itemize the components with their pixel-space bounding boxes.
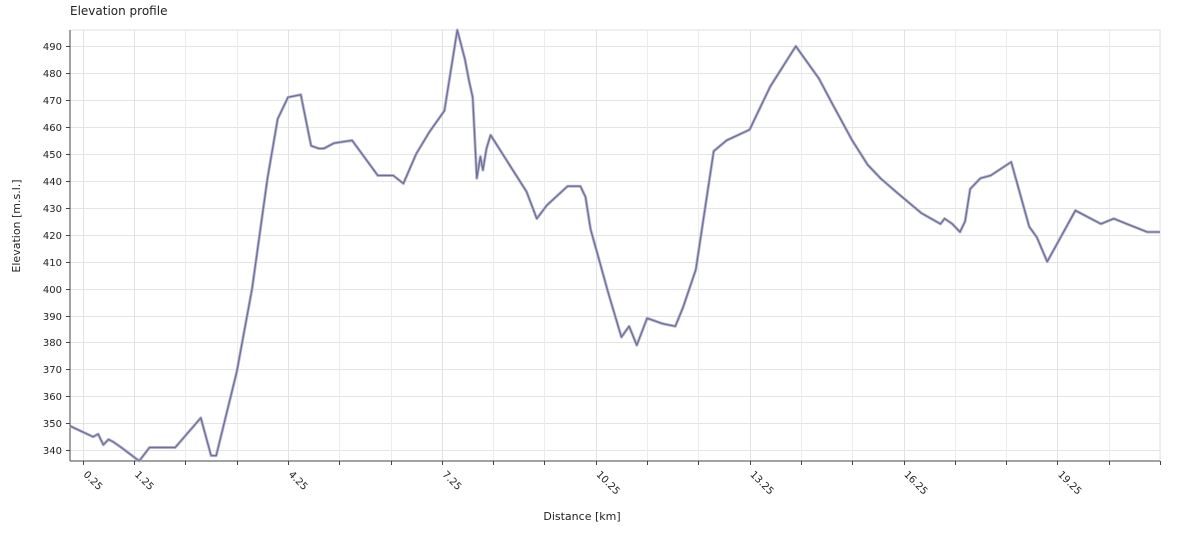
- y-axis-title: Elevation [m.s.l.]: [10, 179, 23, 272]
- y-tick-label: 420: [43, 231, 62, 242]
- series-line: [69, 29, 1160, 462]
- y-tick-label: 430: [43, 204, 62, 215]
- series-layer: [69, 28, 1160, 463]
- x-tick-labels: 0.25 1.25 4.25 7.25 10.25 13.25 16.25 19.25: [81, 469, 1084, 497]
- x-tick-label: 4.25: [286, 469, 310, 493]
- x-tick-label: 13.25: [748, 469, 776, 497]
- x-tick-label: 1.25: [132, 469, 156, 493]
- x-tick-label: 19.25: [1055, 469, 1083, 497]
- y-tick-label: 400: [43, 285, 62, 296]
- y-tick-label: 440: [43, 177, 62, 188]
- y-tick-label: 450: [43, 150, 62, 161]
- y-tick-label: 340: [43, 446, 62, 457]
- x-axis-title: Distance [km]: [543, 510, 620, 523]
- chart-title: Elevation profile: [70, 4, 167, 18]
- y-tick-label: 490: [43, 42, 62, 53]
- y-tick-label: 470: [43, 96, 62, 107]
- y-tick-label: 380: [43, 338, 62, 349]
- y-tick-label: 360: [43, 392, 62, 403]
- y-tick-label: 410: [43, 258, 62, 269]
- y-tick-label: 480: [43, 69, 62, 80]
- y-tick-label: 370: [43, 365, 62, 376]
- x-tick-label: 10.25: [594, 469, 622, 497]
- x-tick-label: 0.25: [81, 469, 105, 493]
- y-tick-labels: 340 350 360 370 380 390 400 410 420 430 440 450 460 4…: [43, 42, 62, 457]
- grid: [69, 29, 1161, 462]
- x-tick-label: 16.25: [901, 469, 929, 497]
- x-tick-label: 7.25: [440, 469, 464, 493]
- y-tick-label: 350: [43, 419, 62, 430]
- y-tick-label: 460: [43, 123, 62, 134]
- axes: [66, 30, 1161, 465]
- y-tick-label: 390: [43, 312, 62, 323]
